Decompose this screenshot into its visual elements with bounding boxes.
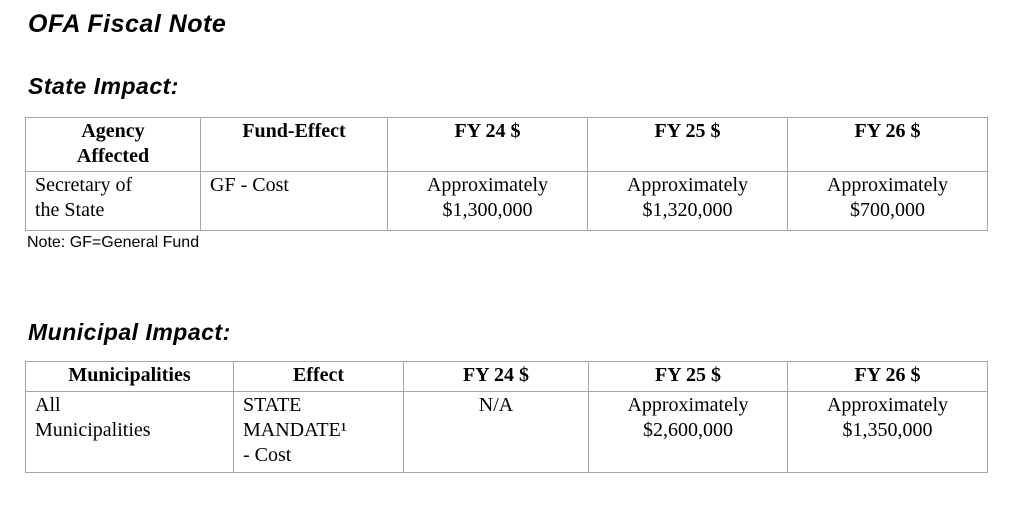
- column-header-fund-effect: Fund-Effect: [200, 117, 388, 172]
- column-header-municipalities: Municipalities: [25, 361, 234, 392]
- state-table-header-row: Agency Affected Fund-Effect FY 24 $ FY 2…: [25, 117, 988, 172]
- cell-fy25-amount: Approximately $2,600,000: [588, 391, 788, 473]
- cell-fy26-amount: Approximately $700,000: [787, 171, 988, 231]
- column-header-fy26: FY 26 $: [787, 361, 988, 392]
- municipal-table-row: All Municipalities STATE MANDATE¹ - Cost…: [25, 391, 988, 473]
- cell-effect: STATE MANDATE¹ - Cost: [233, 391, 404, 473]
- column-header-fy26: FY 26 $: [787, 117, 988, 172]
- state-table-row: Secretary of the State GF - Cost Approxi…: [25, 171, 988, 231]
- state-impact-heading: State Impact:: [28, 73, 179, 99]
- column-header-fy24: FY 24 $: [387, 117, 588, 172]
- municipal-impact-table: Municipalities Effect FY 24 $ FY 25 $ FY…: [25, 361, 988, 473]
- state-impact-section: State Impact: Agency Affected Fund-Effec…: [25, 74, 989, 252]
- document-title: OFA Fiscal Note: [28, 10, 227, 38]
- column-header-effect: Effect: [233, 361, 404, 392]
- cell-agency-affected: Secretary of the State: [25, 171, 201, 231]
- cell-fy24-amount: Approximately $1,300,000: [387, 171, 588, 231]
- state-impact-table: Agency Affected Fund-Effect FY 24 $ FY 2…: [25, 117, 988, 231]
- general-fund-footnote: Note: GF=General Fund: [27, 234, 200, 251]
- column-header-agency-affected: Agency Affected: [25, 117, 201, 172]
- cell-fy24-amount: N/A: [403, 391, 589, 473]
- cell-fy25-amount: Approximately $1,320,000: [587, 171, 788, 231]
- cell-municipalities: All Municipalities: [25, 391, 234, 473]
- cell-fund-effect: GF - Cost: [200, 171, 388, 231]
- column-header-fy24: FY 24 $: [403, 361, 589, 392]
- column-header-fy25: FY 25 $: [587, 117, 788, 172]
- cell-fy26-amount: Approximately $1,350,000: [787, 391, 988, 473]
- municipal-impact-heading: Municipal Impact:: [28, 319, 231, 345]
- municipal-table-header-row: Municipalities Effect FY 24 $ FY 25 $ FY…: [25, 361, 988, 392]
- municipal-impact-section: Municipal Impact: Municipalities Effect …: [25, 320, 989, 473]
- column-header-fy25: FY 25 $: [588, 361, 788, 392]
